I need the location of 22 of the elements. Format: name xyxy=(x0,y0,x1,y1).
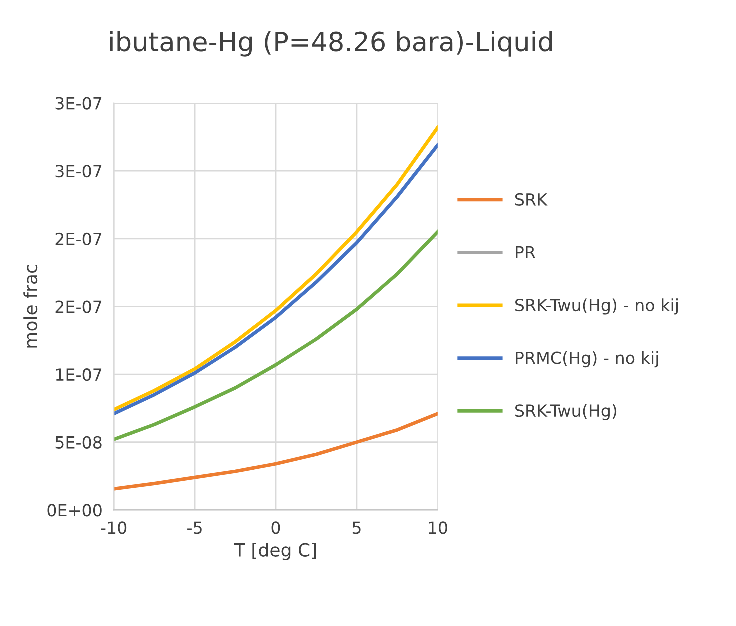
line-series xyxy=(114,230,438,442)
legend-label: SRK-Twu(Hg) - no kij xyxy=(515,298,678,315)
chart-title: ibutane-Hg (P=48.26 bara)-Liquid xyxy=(110,31,552,57)
y-tick-label: 2E-07 xyxy=(56,232,102,246)
x-tick-label: 0 xyxy=(272,522,280,534)
x-axis-title: T [deg C] xyxy=(234,542,316,560)
x-tick-label: -10 xyxy=(101,522,127,534)
y-tick-label: 2E-07 xyxy=(56,300,102,314)
x-tick-label: -5 xyxy=(188,522,202,534)
legend-label: PRMC(Hg) - no kij xyxy=(516,351,658,368)
y-tick-label: 3E-07 xyxy=(56,165,102,178)
legend-label: SRK xyxy=(515,193,548,206)
legend-label: SRK-Twu(Hg) xyxy=(515,404,617,420)
y-tick-label: 3E-07 xyxy=(56,97,102,110)
x-tick-label: 5 xyxy=(352,522,361,534)
legend-label: PR xyxy=(516,246,536,259)
x-tick-label: 10 xyxy=(429,522,448,534)
y-tick-label: 0E+00 xyxy=(48,504,102,517)
y-tick-label: 5E-08 xyxy=(56,436,102,449)
line-series xyxy=(114,412,438,491)
y-tick-label: 1E-07 xyxy=(56,368,102,382)
y-axis-title: mole frac xyxy=(24,265,38,348)
